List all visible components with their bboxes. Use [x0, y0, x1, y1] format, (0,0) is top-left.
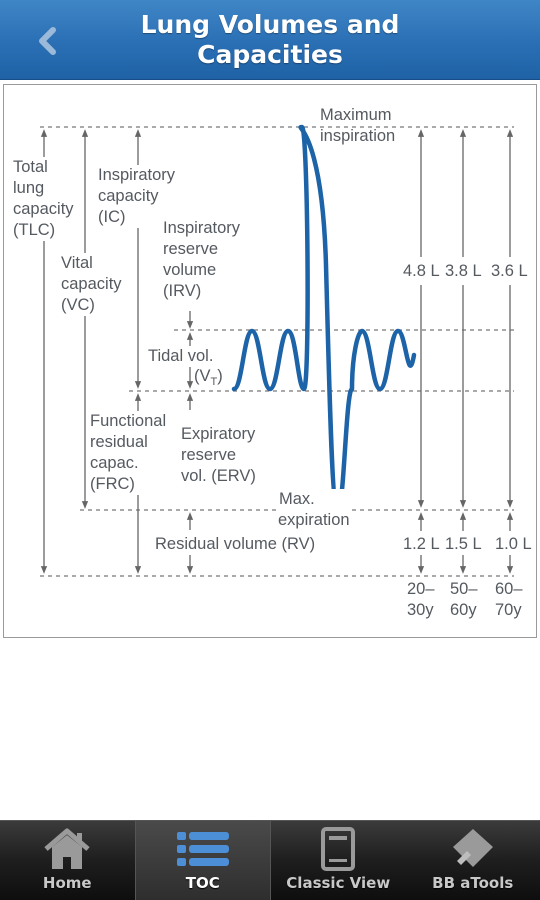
ic-line-3: (IC) [98, 208, 126, 226]
tlc-label: Total lung capacity (TLC) [13, 157, 74, 241]
frc-line-1: Functional [90, 412, 167, 430]
irv-line-1: Inspiratory [163, 219, 241, 237]
frc-line-3: capac. [90, 454, 139, 472]
rv-label: Residual volume (RV) [155, 534, 316, 555]
home-icon [39, 826, 95, 872]
col2-rv-value: 1.5 L [445, 534, 482, 555]
back-button[interactable] [30, 24, 64, 58]
col3-age-top: 60– [495, 580, 523, 598]
frc-line-2: residual [90, 433, 148, 451]
col2-vc-value: 3.8 L [445, 261, 482, 282]
lung-volumes-diagram: Maximum inspiration Total lung capacity … [3, 84, 537, 638]
tab-bb-atools[interactable]: BB aTools [406, 821, 540, 900]
rv-text: Residual volume (RV) [155, 535, 316, 553]
tlc-line-2: lung [13, 179, 45, 197]
col1-age-top: 20– [407, 580, 435, 598]
tools-icon [445, 826, 501, 872]
vc-label: Vital capacity (VC) [61, 253, 122, 316]
vt-label: (VT) [194, 367, 223, 388]
irv-line-2: reserve [163, 240, 219, 258]
max-expiration-line-2: expiration [278, 511, 350, 529]
col3-rv-value: 1.0 L [495, 534, 532, 555]
page-title-line-2: Capacities [197, 40, 343, 69]
max-expiration-label: Max. expiration [278, 489, 350, 531]
col2-age-bottom: 60y [450, 601, 477, 619]
max-inspiration-label: Maximum inspiration [320, 105, 395, 147]
tidal-volume-label: Tidal vol. [148, 346, 214, 367]
frc-line-4: (FRC) [90, 475, 135, 493]
col1-age-label: 20– 30y [407, 579, 435, 621]
diagram-lines [40, 124, 514, 577]
vc-line-2: capacity [61, 275, 122, 293]
vc-line-1: Vital [61, 254, 93, 272]
max-inspiration-line-2: inspiration [320, 127, 396, 145]
col1-age-bottom: 30y [407, 601, 434, 619]
tab-home-label: Home [42, 874, 92, 892]
list-icon [175, 826, 231, 872]
col1-vc-value: 4.8 L [403, 261, 440, 282]
ic-label: Inspiratory capacity (IC) [98, 165, 176, 228]
tab-classic-view[interactable]: Classic View [271, 821, 406, 900]
page-title: Lung Volumes and Capacities [120, 10, 420, 70]
vt-subscript: T [210, 376, 218, 388]
irv-line-3: volume [163, 261, 217, 279]
tlc-line-4: (TLC) [13, 221, 56, 239]
erv-line-2: reserve [181, 446, 237, 464]
col2-age-top: 50– [450, 580, 478, 598]
erv-line-1: Expiratory [181, 425, 256, 443]
tab-classic-view-label: Classic View [286, 874, 391, 892]
document-icon [310, 826, 366, 872]
tab-bb-atools-label: BB aTools [432, 874, 514, 892]
ic-line-1: Inspiratory [98, 166, 176, 184]
tlc-line-1: Total [13, 158, 48, 176]
tab-home[interactable]: Home [0, 821, 135, 900]
vt-main: V [199, 367, 211, 385]
col3-vc-value: 3.6 L [491, 261, 528, 282]
col3-age-label: 60– 70y [495, 579, 523, 621]
max-expiration-line-1: Max. [279, 490, 315, 508]
spirometry-wave [231, 124, 417, 513]
col1-rv-value: 1.2 L [403, 534, 440, 555]
erv-label: Expiratory reserve vol. (ERV) [181, 424, 256, 487]
irv-line-4: (IRV) [163, 282, 202, 300]
vc-line-3: (VC) [61, 296, 95, 314]
tlc-line-3: capacity [13, 200, 74, 218]
erv-line-3: vol. (ERV) [181, 467, 256, 485]
frc-label: Functional residual capac. (FRC) [90, 411, 167, 495]
col3-age-bottom: 70y [495, 601, 522, 619]
tidal-volume-text: Tidal vol. [148, 347, 214, 365]
max-inspiration-line-1: Maximum [320, 106, 392, 124]
irv-label: Inspiratory reserve volume (IRV) [163, 218, 241, 302]
col2-age-label: 50– 60y [450, 579, 478, 621]
page-title-line-1: Lung Volumes and [140, 10, 400, 39]
tab-toc[interactable]: TOC [134, 821, 271, 900]
ic-line-2: capacity [98, 187, 159, 205]
tab-toc-label: TOC [185, 874, 220, 892]
header-bar: Lung Volumes and Capacities [0, 0, 540, 80]
bottom-tab-bar: Home TOC Classic View [0, 820, 540, 900]
chevron-left-icon [39, 27, 56, 55]
